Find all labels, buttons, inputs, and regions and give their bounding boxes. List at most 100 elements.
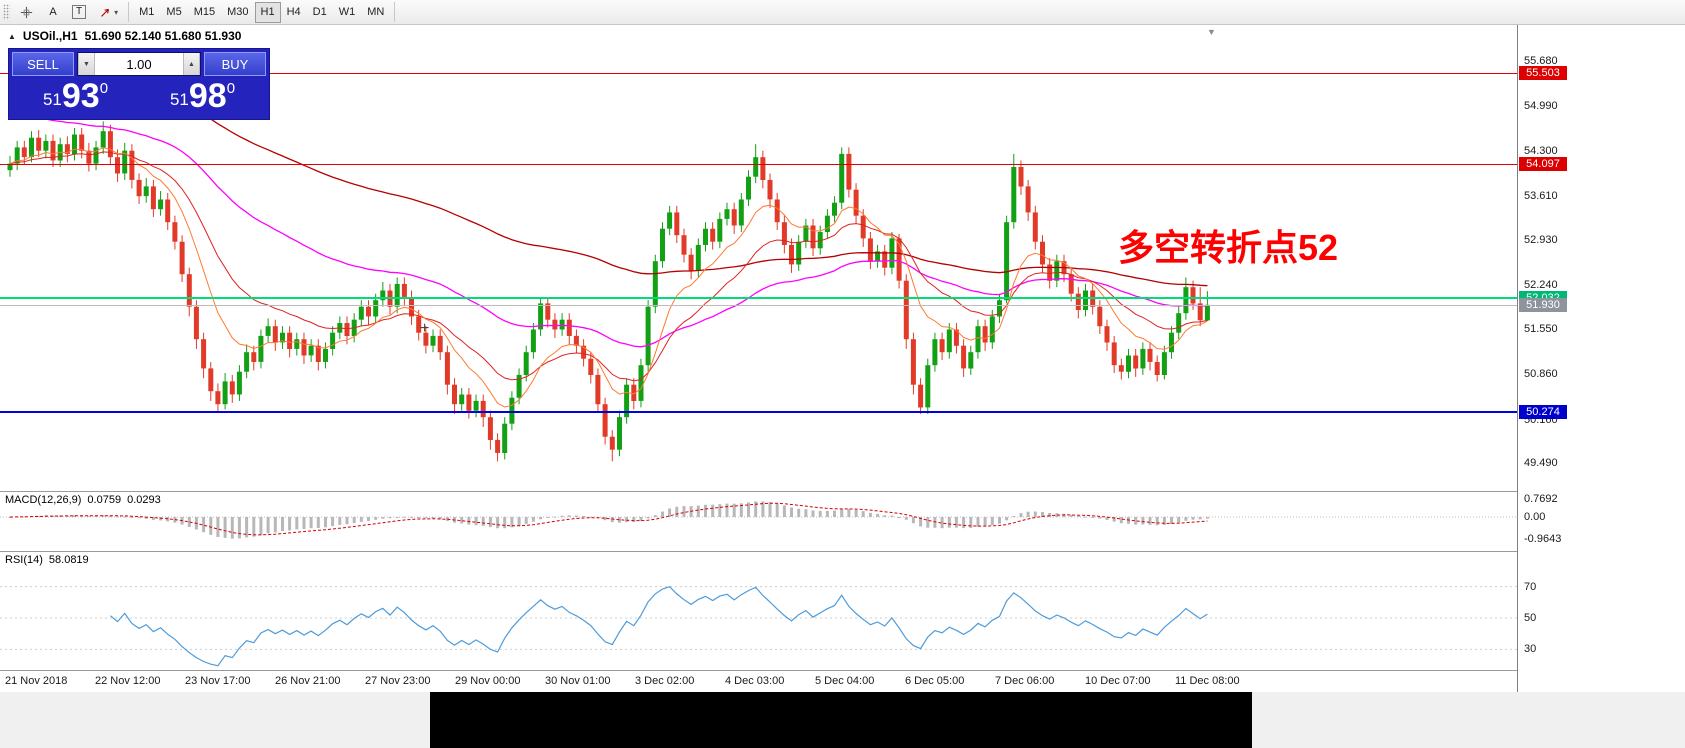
time-axis-border [0,670,1685,671]
time-axis-label: 10 Dec 07:00 [1085,675,1151,687]
toolbar-grip[interactable] [3,4,10,20]
macd-splitter[interactable] [0,491,1685,492]
time-axis-label: 5 Dec 04:00 [815,675,875,687]
sell-price[interactable]: 51 93 0 [12,78,139,116]
collapse-panel-icon[interactable]: ▲ [8,31,16,41]
rsi-value: 58.0819 [48,554,89,566]
macd-name: MACD(12,26,9) [5,494,82,506]
sell-price-sup: 0 [99,80,109,97]
price-axis[interactable]: 55.50354.09752.03251.93050.27455.68054.9… [1517,25,1685,692]
crosshair-icon [20,6,33,18]
price-axis-label: 50.860 [1524,368,1558,380]
buy-price[interactable]: 51 98 0 [139,78,266,116]
time-axis-label: 21 Nov 2018 [5,675,68,687]
timeframe-h4-button[interactable]: H4 [281,2,307,23]
price-axis-label: 49.490 [1524,457,1558,469]
sell-price-prefix: 51 [42,90,62,109]
macd-main-value: 0.0759 [87,494,122,506]
objects-button[interactable]: ▾ [92,2,124,23]
volume-decrease-button[interactable]: ▼ [78,53,95,75]
text-box-icon: T [72,5,87,19]
macd-axis-label: 0.00 [1524,511,1546,523]
price-axis-label: 55.680 [1524,55,1558,67]
level-lines-layer [0,25,1517,692]
time-axis-label: 23 Nov 17:00 [185,675,251,687]
time-axis-label: 11 Dec 08:00 [1175,675,1240,687]
time-axis-label: 26 Nov 21:00 [275,675,341,687]
sell-price-big: 93 [61,77,100,115]
price-tag-50.274: 50.274 [1519,405,1567,419]
time-axis-label: 29 Nov 00:00 [455,675,521,687]
toolbar-separator [128,2,130,22]
chart-window: ▲ USOil.,H1 51.690 52.140 51.680 51.930 … [0,25,1685,692]
timeframe-w1-button[interactable]: W1 [333,2,362,23]
rsi-splitter[interactable] [0,551,1685,552]
level-line-50.274[interactable] [0,411,1517,413]
price-axis-label: 52.930 [1524,234,1558,246]
chart-symbol: USOil.,H1 [22,29,78,43]
price-tag-51.930: 51.930 [1519,298,1567,312]
time-axis-label: 22 Nov 12:00 [95,675,161,687]
bottom-bar [0,692,1685,748]
text-label-button[interactable]: A [40,2,66,23]
arrow-object-icon [101,8,110,17]
rsi-axis-label: 50 [1524,612,1537,624]
macd-panel: MACD(12,26,9) 0.0759 0.0293 [0,492,1517,551]
text-box-button[interactable]: T [66,2,92,23]
price-chart-canvas[interactable] [0,25,1517,492]
timeframe-d1-button[interactable]: D1 [307,2,333,23]
time-axis-label: 7 Dec 06:00 [995,675,1055,687]
macd-label: MACD(12,26,9) 0.0759 0.0293 [5,494,161,506]
timeframe-m1-button[interactable]: M1 [133,2,160,23]
level-line-51.930[interactable] [0,305,1517,306]
chart-shift-marker-icon[interactable]: ▼ [1207,27,1216,37]
macd-axis-label: -0.9643 [1524,533,1562,545]
toolbar: A T ▾ M1 M5 M15 M30 H1 H4 D1 W1 MN [0,0,1685,25]
buy-price-sup: 0 [226,80,236,97]
time-axis-label: 30 Nov 01:00 [545,675,611,687]
macd-axis-label: 0.7692 [1524,493,1558,505]
level-line-55.503[interactable] [0,73,1517,74]
buy-button[interactable]: BUY [204,52,266,76]
rsi-panel: RSI(14) 58.0819 [0,552,1517,670]
volume-increase-button[interactable]: ▲ [183,53,200,75]
bottom-black-strip [430,692,1252,748]
crosshair-tool-button[interactable] [13,2,40,23]
price-tag-54.097: 54.097 [1519,157,1567,171]
time-axis-label: 4 Dec 03:00 [725,675,785,687]
price-axis-label: 51.550 [1524,323,1558,335]
macd-canvas[interactable] [0,492,1517,551]
time-axis-label: 3 Dec 02:00 [635,675,695,687]
price-axis-label: 52.240 [1524,279,1558,291]
volume-stepper: ▼ ▲ [77,52,201,76]
timeframe-m5-button[interactable]: M5 [160,2,187,23]
volume-input[interactable] [95,53,183,75]
rsi-label: RSI(14) 58.0819 [5,554,89,566]
price-axis-label: 53.610 [1524,190,1558,202]
rsi-axis-label: 70 [1524,581,1537,593]
buy-price-prefix: 51 [169,90,189,109]
chevron-down-icon: ▾ [114,7,119,17]
toolbar-separator [394,2,396,22]
level-line-52.032[interactable] [0,297,1517,299]
crosshair-cursor: + [420,320,430,337]
rsi-name: RSI(14) [5,554,43,566]
timeframe-mn-button[interactable]: MN [361,2,390,23]
time-axis[interactable]: 21 Nov 2018 22 Nov 12:00 23 Nov 17:00 26 No… [0,671,1685,692]
timeframe-m30-button[interactable]: M30 [221,2,254,23]
time-axis-label: 27 Nov 23:00 [365,675,431,687]
chart-ohlc: 51.690 52.140 51.680 51.930 [84,29,242,43]
macd-signal-value: 0.0293 [127,494,161,506]
timeframe-m15-button[interactable]: M15 [188,2,221,23]
timeframe-h1-button[interactable]: H1 [254,1,281,23]
rsi-canvas[interactable] [0,552,1517,670]
annotation-text[interactable]: 多空转折点52 [1118,227,1339,268]
buy-price-big: 98 [188,77,227,115]
rsi-axis-label: 30 [1524,643,1537,655]
chart-title: ▲ USOil.,H1 51.690 52.140 51.680 51.930 [8,29,241,43]
sell-button[interactable]: SELL [12,52,74,76]
price-axis-label: 54.300 [1524,145,1558,157]
time-axis-label: 6 Dec 05:00 [905,675,965,687]
level-line-54.097[interactable] [0,164,1517,165]
